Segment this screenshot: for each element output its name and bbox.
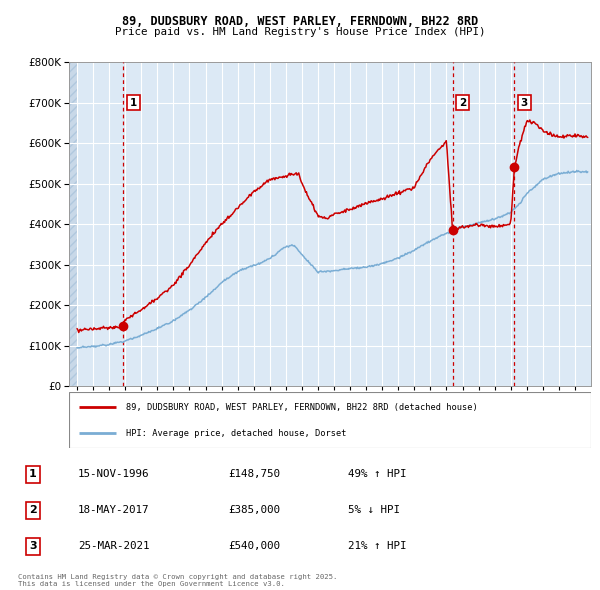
Text: HPI: Average price, detached house, Dorset: HPI: Average price, detached house, Dors… <box>127 429 347 438</box>
Text: 5% ↓ HPI: 5% ↓ HPI <box>348 506 400 515</box>
Bar <box>69 62 77 386</box>
Text: £385,000: £385,000 <box>228 506 280 515</box>
FancyBboxPatch shape <box>69 392 591 448</box>
Text: £540,000: £540,000 <box>228 541 280 551</box>
Text: £148,750: £148,750 <box>228 470 280 480</box>
Text: Contains HM Land Registry data © Crown copyright and database right 2025.
This d: Contains HM Land Registry data © Crown c… <box>18 574 337 587</box>
Text: Price paid vs. HM Land Registry's House Price Index (HPI): Price paid vs. HM Land Registry's House … <box>115 27 485 37</box>
Text: 18-MAY-2017: 18-MAY-2017 <box>78 506 149 515</box>
Text: 25-MAR-2021: 25-MAR-2021 <box>78 541 149 551</box>
Text: 3: 3 <box>29 541 37 551</box>
Text: 49% ↑ HPI: 49% ↑ HPI <box>348 470 407 480</box>
Text: 2: 2 <box>29 506 37 515</box>
Text: 1: 1 <box>130 97 137 107</box>
Text: 15-NOV-1996: 15-NOV-1996 <box>78 470 149 480</box>
Text: 21% ↑ HPI: 21% ↑ HPI <box>348 541 407 551</box>
Text: 3: 3 <box>521 97 528 107</box>
Text: 89, DUDSBURY ROAD, WEST PARLEY, FERNDOWN, BH22 8RD (detached house): 89, DUDSBURY ROAD, WEST PARLEY, FERNDOWN… <box>127 403 478 412</box>
Text: 1: 1 <box>29 470 37 480</box>
Text: 2: 2 <box>459 97 466 107</box>
Text: 89, DUDSBURY ROAD, WEST PARLEY, FERNDOWN, BH22 8RD: 89, DUDSBURY ROAD, WEST PARLEY, FERNDOWN… <box>122 15 478 28</box>
